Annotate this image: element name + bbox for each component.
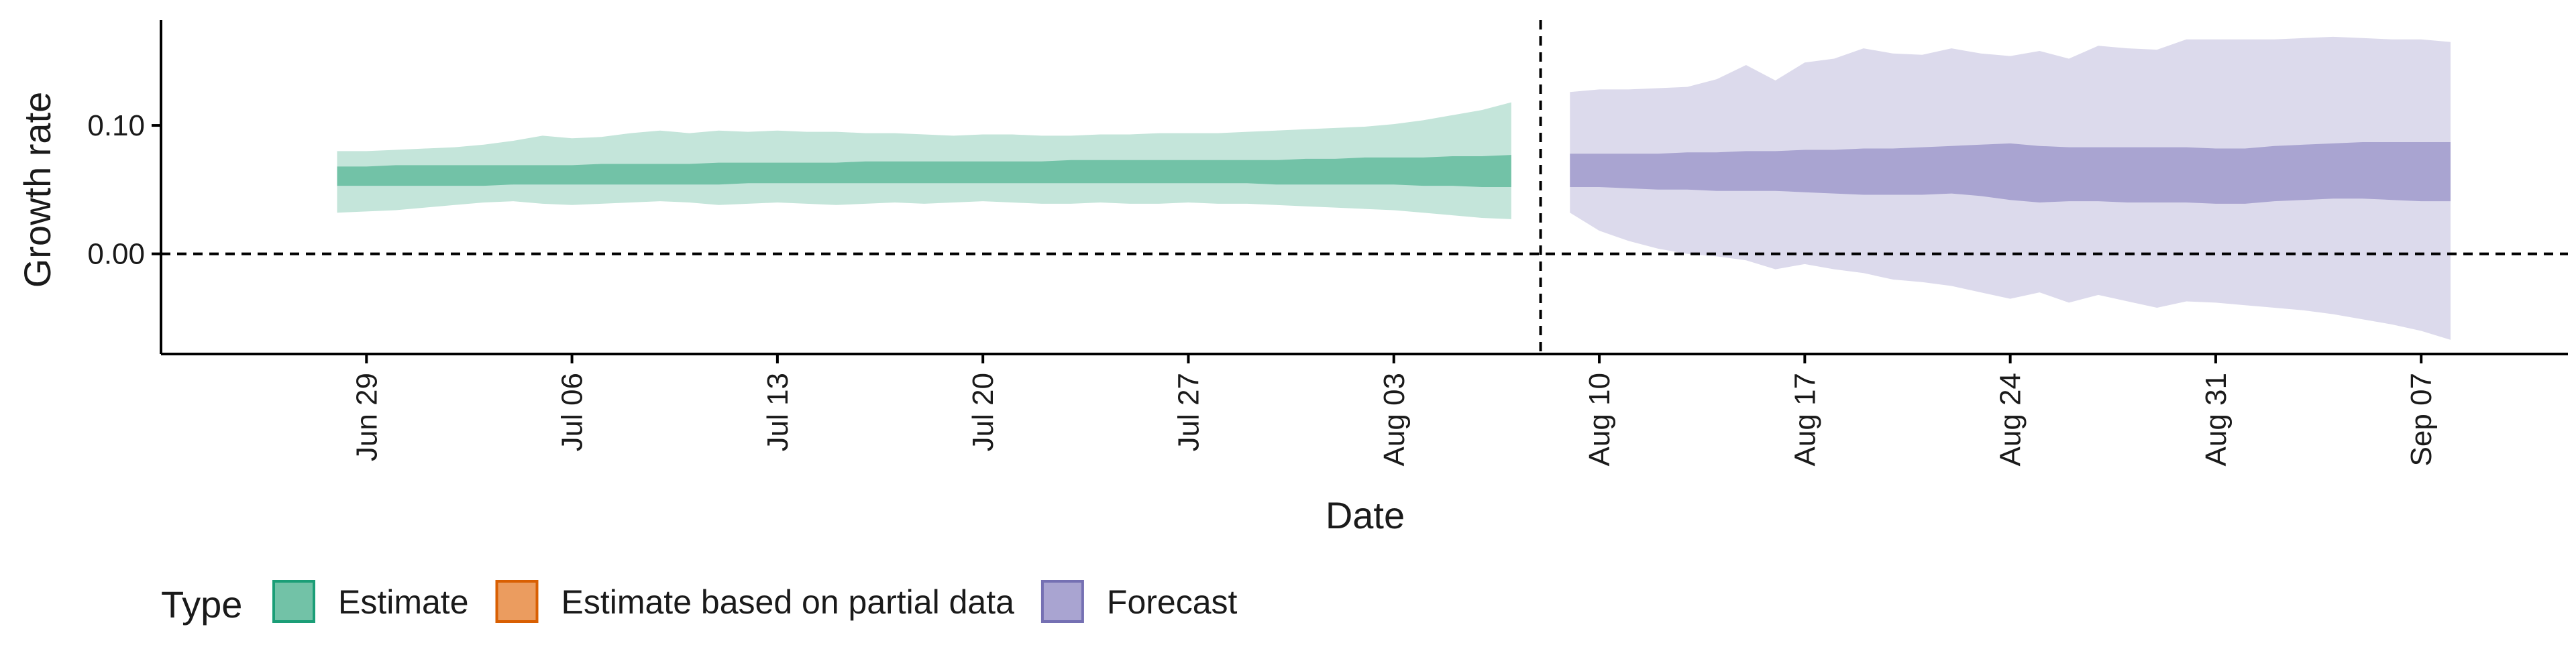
x-tick-label: Jun 29 bbox=[350, 373, 383, 461]
legend-item: Estimate based on partial data bbox=[495, 580, 1015, 623]
x-tick-label: Sep 07 bbox=[2405, 373, 2438, 466]
legend: Type Estimate Estimate based on partial d… bbox=[161, 580, 1238, 626]
x-axis-title: Date bbox=[1326, 494, 1405, 536]
x-tick-label: Aug 03 bbox=[1378, 373, 1411, 466]
y-axis-title: Growth rate bbox=[16, 92, 58, 288]
legend-item: Estimate bbox=[272, 580, 469, 623]
x-tick-label: Jul 20 bbox=[967, 373, 1000, 451]
series-estimate bbox=[337, 102, 1511, 219]
x-tick-label: Aug 10 bbox=[1583, 373, 1616, 466]
legend-label: Forecast bbox=[1107, 583, 1238, 621]
y-tick-label: 0.00 bbox=[87, 238, 145, 271]
reference-lines bbox=[161, 20, 2568, 354]
legend-item: Forecast bbox=[1040, 580, 1238, 623]
legend-label: Estimate based on partial data bbox=[561, 583, 1015, 621]
legend-title: Type bbox=[161, 583, 242, 626]
x-tick-label: Jul 06 bbox=[556, 373, 589, 451]
x-tick-label: Jul 13 bbox=[761, 373, 794, 451]
legend-swatch bbox=[1040, 580, 1084, 623]
band-layer bbox=[337, 36, 2451, 340]
x-tick-label: Aug 24 bbox=[1994, 373, 2027, 466]
x-tick-label: Aug 17 bbox=[1788, 373, 1821, 466]
series-forecast bbox=[1570, 36, 2451, 340]
x-tick-label: Aug 31 bbox=[2200, 373, 2233, 466]
legend-swatch bbox=[272, 580, 315, 623]
legend-swatch bbox=[495, 580, 539, 623]
outer-interval-band bbox=[337, 102, 1511, 219]
inner-interval-band bbox=[1570, 142, 2451, 204]
x-tick-label: Jul 27 bbox=[1172, 373, 1205, 451]
legend-items: Estimate Estimate based on partial data Fo… bbox=[272, 580, 1238, 623]
inner-interval-band bbox=[337, 155, 1511, 187]
y-tick-label: 0.10 bbox=[87, 109, 145, 142]
legend-label: Estimate bbox=[338, 583, 469, 621]
axes: 0.00 0.10 Jun 29 Jul 06 Jul 13 Jul 20 Jul 27 Au… bbox=[87, 20, 2568, 466]
